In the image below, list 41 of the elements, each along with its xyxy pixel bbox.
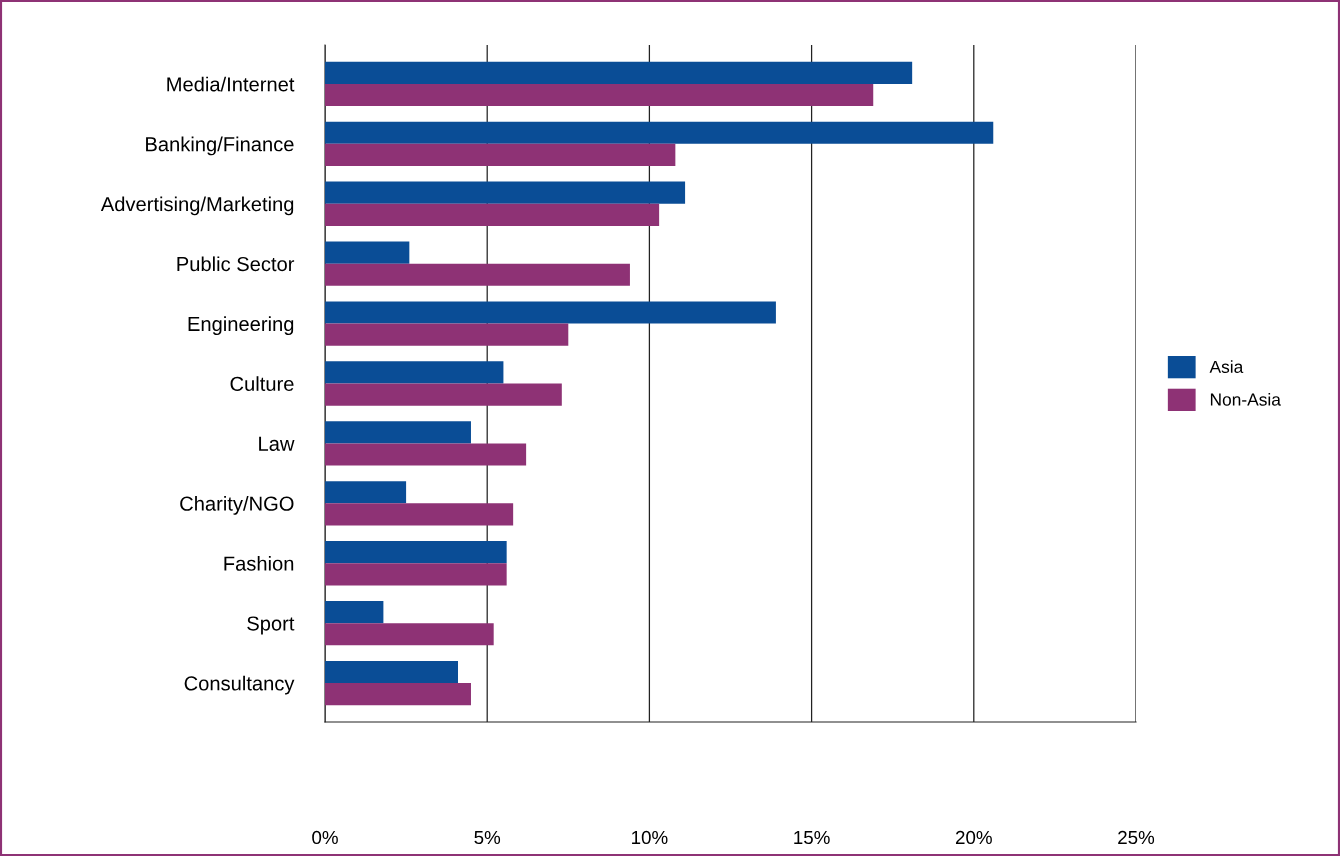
y-tick-label: Banking/Finance [146, 136, 294, 156]
bar [325, 361, 504, 384]
bar [325, 83, 874, 107]
bar [325, 203, 660, 226]
y-tick-label: Sport [247, 616, 295, 635]
y-tick-label: Media/Internet [167, 76, 295, 92]
bar [325, 563, 507, 586]
bar [325, 323, 569, 346]
bar [325, 181, 686, 204]
y-tick-label: Culture [230, 376, 294, 391]
bar [325, 503, 514, 526]
bar [325, 241, 410, 264]
x-tick-label: 20% [955, 830, 992, 845]
bar [325, 301, 776, 324]
y-tick-label: Law [259, 436, 295, 451]
x-tick-label: 10% [632, 830, 668, 845]
y-tick-label: Engineering [188, 316, 294, 336]
bar [325, 421, 471, 444]
y-tick-label: Consultancy [184, 675, 295, 695]
bar [325, 623, 494, 646]
bar [325, 481, 407, 504]
y-tick-label: Charity/NGO [180, 496, 294, 515]
bar [325, 541, 507, 564]
legend-label: Non-Asia [1210, 392, 1281, 406]
x-tick-label: 15% [794, 830, 830, 845]
bar [325, 61, 913, 84]
bar [325, 143, 676, 167]
y-tick-label: Fashion [224, 555, 294, 571]
y-tick-label: Public Sector [177, 256, 295, 272]
x-tick-label: 5% [474, 830, 501, 845]
x-tick-label: 0% [312, 830, 338, 845]
legend-label: Asia [1209, 360, 1244, 373]
bar [325, 443, 527, 466]
x-tick-label: 25% [1118, 830, 1155, 845]
bar [325, 263, 630, 286]
y-tick-label: Advertising/Marketing [100, 196, 294, 216]
bar [325, 121, 994, 144]
bar [325, 660, 458, 684]
bar [325, 600, 384, 624]
bar [325, 683, 471, 706]
bar [325, 383, 562, 406]
